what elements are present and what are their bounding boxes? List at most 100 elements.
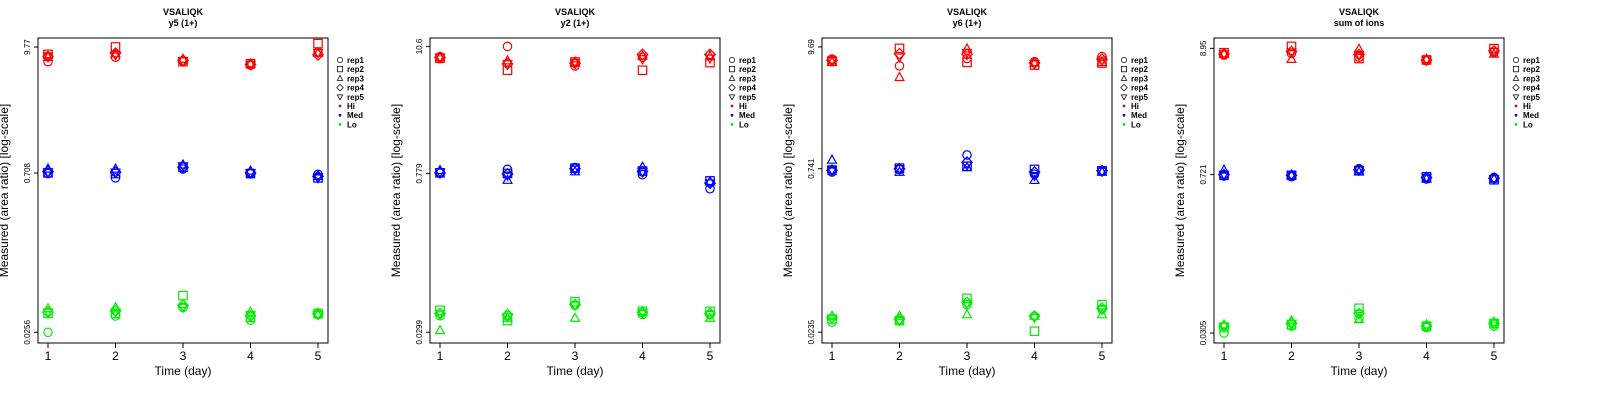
point-hi-rep5 [704, 54, 716, 65]
y-axis-label: Measured (area ratio) [log-scale] [781, 104, 795, 277]
point-hi-rep1 [43, 56, 53, 67]
point-hi-rep3 [1353, 43, 1365, 53]
legend-symbol-rep5 [336, 94, 344, 101]
legend-label: rep4 [1131, 84, 1148, 93]
legend-label: rep3 [347, 74, 364, 83]
legend-label: rep5 [739, 93, 756, 102]
point-med-rep5 [434, 168, 446, 179]
point-hi-rep5 [894, 53, 905, 64]
point-lo-rep3 [637, 305, 648, 316]
point-lo-rep3 [1096, 308, 1108, 319]
legend-symbol-rep3 [1120, 74, 1128, 81]
point-hi-rep5 [637, 55, 648, 65]
legend-label: rep3 [739, 74, 756, 83]
point-hi-rep3 [502, 54, 513, 65]
legend-label: rep4 [347, 84, 364, 93]
point-lo-rep3 [110, 301, 121, 312]
chart-title: VSALIQK [947, 7, 988, 17]
y-tick-label: 0.779 [415, 163, 424, 184]
y-tick-label: 10.6 [415, 38, 424, 54]
point-hi-rep5 [1421, 56, 1432, 67]
legend-symbol-rep2 [337, 66, 343, 73]
point-med-rep3 [637, 160, 648, 171]
x-tick-label: 1 [1221, 349, 1228, 363]
point-med-rep3 [1218, 163, 1230, 174]
point-hi-rep4 [960, 48, 974, 61]
point-med-rep5 [177, 162, 189, 173]
point-med-rep3 [826, 153, 838, 164]
point-lo-rep5 [961, 299, 973, 310]
y-tick-label: 0.708 [23, 162, 32, 183]
point-lo-rep3 [1488, 315, 1500, 326]
point-hi-rep2 [110, 42, 121, 52]
point-hi-rep2 [1097, 58, 1107, 68]
legend-dot-med [338, 113, 342, 117]
x-tick-label: 1 [437, 349, 444, 363]
point-lo-rep1 [435, 310, 445, 321]
point-lo-rep5 [177, 303, 189, 314]
point-hi-rep5 [434, 53, 446, 64]
point-lo-rep5 [245, 310, 256, 321]
x-tick-label: 2 [504, 349, 511, 363]
point-med-rep5 [704, 179, 716, 190]
legend-symbol-rep1 [337, 57, 343, 63]
point-med-rep5 [1421, 173, 1432, 184]
point-hi-rep5 [110, 51, 121, 61]
point-hi-rep2 [502, 65, 513, 76]
legend-symbol-rep4 [1120, 83, 1128, 92]
legend-dot-lo [1122, 123, 1126, 126]
legend-dot-med [1514, 113, 1518, 117]
chart-title: VSALIQK [555, 7, 596, 17]
point-hi-rep3 [110, 47, 121, 58]
point-med-rep5 [502, 171, 513, 182]
legend-label: rep3 [1131, 74, 1148, 83]
x-tick-label: 3 [1356, 349, 1363, 363]
x-tick-label: 1 [45, 349, 52, 363]
point-med-rep3 [1286, 169, 1297, 180]
y-tick-label: 0.0305 [1199, 320, 1208, 345]
legend-symbol-rep3 [728, 74, 736, 81]
chart-subtitle: y5 (1+) [169, 18, 198, 28]
point-med-rep3 [502, 174, 513, 184]
legend-symbol-rep3 [336, 74, 344, 81]
point-med-rep5 [1096, 167, 1108, 178]
point-lo-rep2 [962, 293, 972, 304]
x-axis-label: Time (day) [155, 364, 212, 378]
point-hi-rep5 [1286, 48, 1297, 59]
point-med-rep5 [961, 161, 973, 172]
x-tick-label: 4 [1031, 349, 1038, 363]
x-axis-label: Time (day) [1331, 364, 1388, 378]
y-tick-label: 0.0256 [23, 320, 32, 345]
point-lo-rep5 [704, 310, 716, 321]
legend-symbol-rep5 [1512, 94, 1520, 101]
y-tick-label: 8.95 [1199, 40, 1208, 56]
point-lo-rep1 [1219, 328, 1229, 338]
point-hi-rep3 [894, 71, 905, 82]
point-hi-rep2 [637, 65, 648, 76]
legend-label: rep4 [1523, 84, 1540, 93]
point-lo-rep3 [1353, 313, 1365, 324]
point-lo-rep5 [569, 301, 581, 312]
point-hi-rep2 [894, 43, 905, 54]
point-lo-rep4 [176, 299, 190, 312]
point-hi-rep5 [177, 57, 189, 68]
legend-label: rep4 [739, 84, 756, 93]
legend-dot-lo [730, 123, 734, 126]
legend-symbol-rep4 [728, 83, 736, 92]
point-lo-rep3 [434, 324, 446, 335]
legend-symbol-rep1 [1121, 57, 1127, 63]
legend-label: rep2 [1131, 65, 1148, 74]
point-lo-rep5 [1353, 309, 1365, 320]
legend-dot-hi [1122, 104, 1126, 108]
legend-symbol-rep5 [728, 94, 736, 101]
legend-label: Lo [1523, 120, 1533, 129]
point-lo-rep5 [1096, 305, 1108, 316]
legend-label: Hi [347, 102, 355, 111]
y-tick-label: 0.741 [807, 158, 816, 179]
x-tick-label: 3 [964, 349, 971, 363]
point-hi-rep5 [826, 57, 838, 68]
point-lo-rep3 [42, 302, 54, 313]
plot-frame [37, 37, 329, 344]
